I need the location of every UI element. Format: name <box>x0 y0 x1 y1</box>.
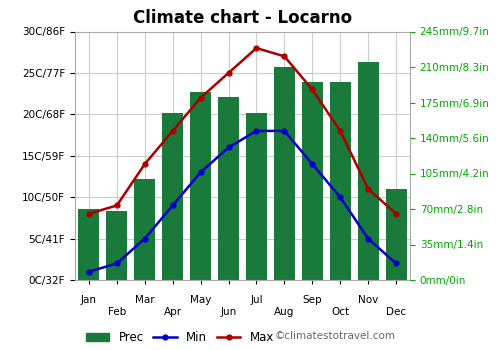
Text: May: May <box>190 295 212 305</box>
Bar <box>274 67 295 280</box>
Line: Max: Max <box>86 46 399 216</box>
Text: Jul: Jul <box>250 295 263 305</box>
Max <box>170 129 175 133</box>
Bar <box>218 97 239 280</box>
Min <box>114 261 120 266</box>
Max <box>337 129 343 133</box>
Bar <box>246 113 267 280</box>
Min <box>254 129 260 133</box>
Title: Climate chart - Locarno: Climate chart - Locarno <box>133 9 352 27</box>
Bar <box>106 211 128 280</box>
Min <box>170 203 175 208</box>
Min <box>310 162 316 166</box>
Max <box>393 212 399 216</box>
Text: Jun: Jun <box>220 307 236 317</box>
Max <box>310 88 316 92</box>
Bar <box>386 189 406 280</box>
Bar <box>162 113 183 280</box>
Bar <box>190 92 211 280</box>
Text: Aug: Aug <box>274 307 294 317</box>
Bar <box>358 62 378 280</box>
Line: Min: Min <box>86 128 399 274</box>
Bar <box>302 82 323 280</box>
Text: ©climatestotravel.com: ©climatestotravel.com <box>275 331 396 341</box>
Min <box>365 237 371 241</box>
Bar <box>134 178 156 280</box>
Text: Mar: Mar <box>135 295 154 305</box>
Text: Apr: Apr <box>164 307 182 317</box>
Bar <box>330 82 350 280</box>
Min <box>198 170 203 174</box>
Min <box>86 270 92 274</box>
Text: Dec: Dec <box>386 307 406 317</box>
Max <box>226 71 232 75</box>
Max <box>254 46 260 50</box>
Min <box>337 195 343 199</box>
Text: Sep: Sep <box>302 295 322 305</box>
Text: Jan: Jan <box>81 295 97 305</box>
Text: Oct: Oct <box>331 307 349 317</box>
Max <box>86 212 92 216</box>
Text: Feb: Feb <box>108 307 126 317</box>
Min <box>142 237 148 241</box>
Text: Nov: Nov <box>358 295 378 305</box>
Legend: Prec, Min, Max: Prec, Min, Max <box>81 326 279 349</box>
Max <box>198 96 203 100</box>
Max <box>365 187 371 191</box>
Min <box>282 129 288 133</box>
Max <box>142 162 148 166</box>
Min <box>226 145 232 149</box>
Max <box>114 203 120 208</box>
Bar <box>78 209 100 280</box>
Max <box>282 54 288 58</box>
Min <box>393 261 399 266</box>
